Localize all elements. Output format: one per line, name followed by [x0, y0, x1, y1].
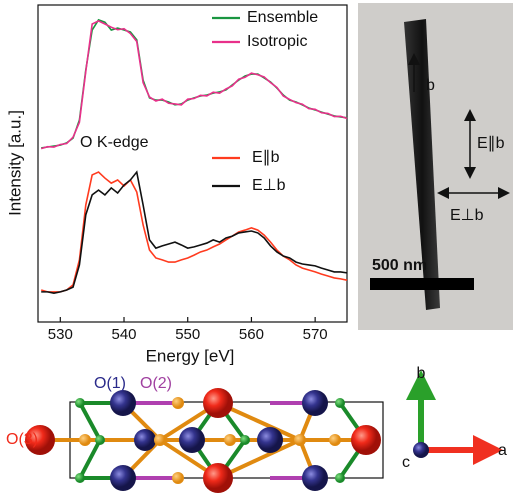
y-axis-label: Intensity [a.u.] [5, 110, 24, 216]
site-label: O(1) [94, 375, 126, 392]
b-label: b [426, 77, 435, 94]
perpendicular-label: E⊥b [450, 207, 484, 224]
crystal-structure [25, 388, 384, 493]
legend-label: E∥b [252, 149, 280, 166]
x-tick-label: 570 [303, 326, 328, 343]
scale-bar-label: 500 nm [372, 257, 427, 274]
scale-bar [370, 278, 474, 290]
site-label: O(2) [140, 375, 172, 392]
x-tick-label: 540 [111, 326, 136, 343]
series-line [40, 19, 348, 150]
axis-label: a [498, 442, 507, 459]
nanorod [404, 19, 440, 310]
series-line [41, 170, 348, 294]
parallel-label: E∥b [477, 135, 505, 152]
x-tick-label: 560 [239, 326, 264, 343]
site-label: O(3) [6, 431, 38, 448]
legend-label: E⊥b [252, 177, 286, 194]
plot-frame [37, 4, 348, 323]
legend-label: Ensemble [247, 9, 318, 26]
axis-label: c [402, 454, 410, 471]
axis-label: b [417, 365, 426, 382]
c-axis-dot [413, 442, 429, 458]
annotation: O K-edge [80, 134, 149, 151]
x-tick-label: 530 [48, 326, 73, 343]
legend-label: Isotropic [247, 33, 307, 50]
series-line [40, 171, 348, 293]
x-axis-label: Energy [eV] [146, 346, 235, 365]
x-tick-label: 550 [175, 326, 200, 343]
